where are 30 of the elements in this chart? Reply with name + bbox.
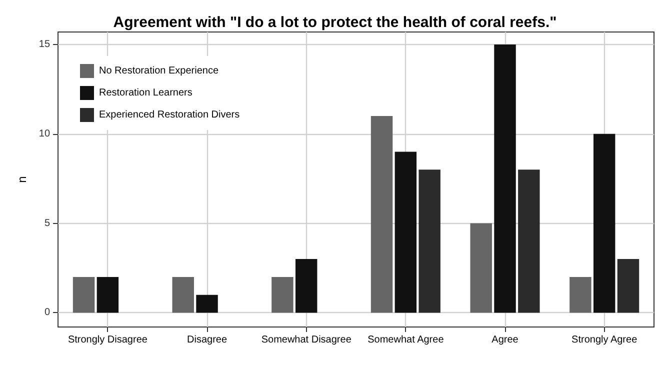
x-tick-label: Somewhat Agree <box>368 334 444 346</box>
bar <box>96 276 119 313</box>
bar <box>394 152 417 313</box>
bar <box>295 259 318 313</box>
bar <box>518 170 540 313</box>
bar <box>570 276 592 313</box>
bar <box>593 134 616 313</box>
bar <box>470 223 492 313</box>
bar <box>272 276 294 313</box>
y-axis-title: n <box>15 176 29 183</box>
legend-label: No Restoration Experience <box>99 66 219 76</box>
y-tick-label: 5 <box>44 218 50 229</box>
x-tick-label: Strongly Disagree <box>68 334 148 346</box>
bar <box>196 294 218 313</box>
bar <box>72 276 95 313</box>
x-tick-label: Disagree <box>187 334 228 346</box>
legend-label: Restoration Learners <box>99 88 192 98</box>
bar <box>172 276 194 313</box>
x-tick-label: Somewhat Disagree <box>261 334 352 346</box>
bar <box>418 170 440 313</box>
x-tick-label: Agree <box>492 334 519 346</box>
bar <box>370 116 393 313</box>
bar <box>617 259 640 313</box>
bar <box>494 44 516 313</box>
chart-title: Agreement with "I do a lot to protect the health of coral reefs." <box>113 14 557 31</box>
legend-label: Experienced Restoration Divers <box>99 110 240 120</box>
y-tick-label: 10 <box>38 128 50 140</box>
x-tick-label: Strongly Agree <box>572 334 638 346</box>
y-tick-label: 0 <box>44 307 50 318</box>
y-tick-label: 15 <box>38 39 50 50</box>
